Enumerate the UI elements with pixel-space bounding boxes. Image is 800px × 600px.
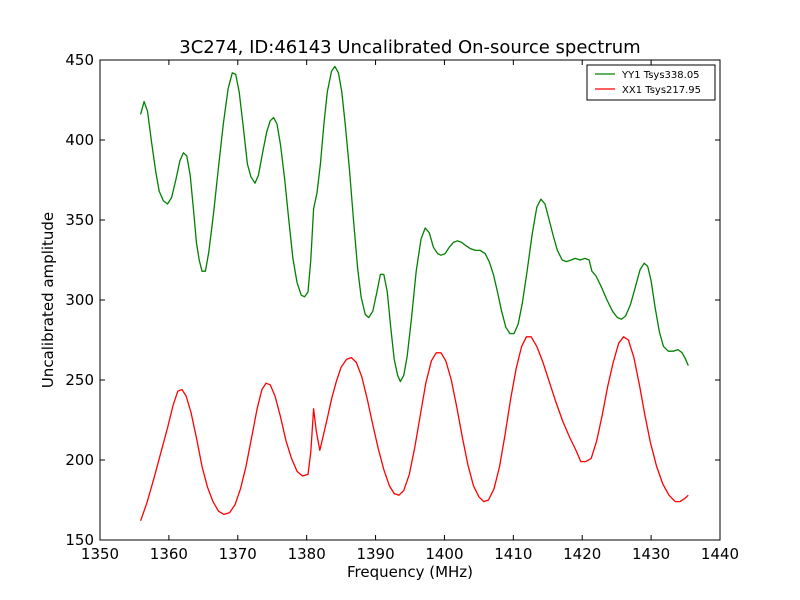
y-tick-label: 150: [65, 531, 94, 549]
legend-label-yy1: YY1 Tsys338.05: [621, 70, 700, 81]
axis-ticks: 1350 1360 1370 1380 1390 1400 1410 1420 1430 1440…: [65, 51, 739, 563]
x-tick-label: 1430: [632, 545, 670, 563]
y-tick-label: 200: [65, 451, 94, 469]
x-axis-label: Frequency (MHz): [347, 563, 473, 581]
y-axis-label: Uncalibrated amplitude: [39, 212, 57, 388]
x-tick-label: 1420: [563, 545, 601, 563]
x-tick-label: 1390: [356, 545, 394, 563]
x-tick-label: 1400: [425, 545, 463, 563]
series-layer: [139, 65, 689, 522]
y-tick-label: 250: [65, 371, 94, 389]
y-tick-label: 450: [65, 51, 94, 69]
y-tick-label: 400: [65, 131, 94, 149]
plot-frame: [99, 59, 721, 541]
chart-title: 3C274, ID:46143 Uncalibrated On-source s…: [179, 37, 640, 58]
x-tick-label: 1350: [81, 545, 119, 563]
x-tick-label: 1380: [288, 545, 326, 563]
legend: YY1 Tsys338.05 XX1 Tsys217.95: [586, 64, 716, 101]
x-tick-label: 1360: [150, 545, 188, 563]
legend-label-xx1: XX1 Tsys217.95: [622, 85, 701, 96]
x-tick-label: 1370: [219, 545, 257, 563]
legend-box: [586, 64, 716, 101]
series-line-yy1: [139, 65, 689, 383]
y-tick-label: 300: [65, 291, 94, 309]
x-tick-label: 1410: [494, 545, 532, 563]
x-tick-label: 1440: [701, 545, 739, 563]
y-tick-label: 350: [65, 211, 94, 229]
series-line-xx1: [139, 336, 689, 522]
